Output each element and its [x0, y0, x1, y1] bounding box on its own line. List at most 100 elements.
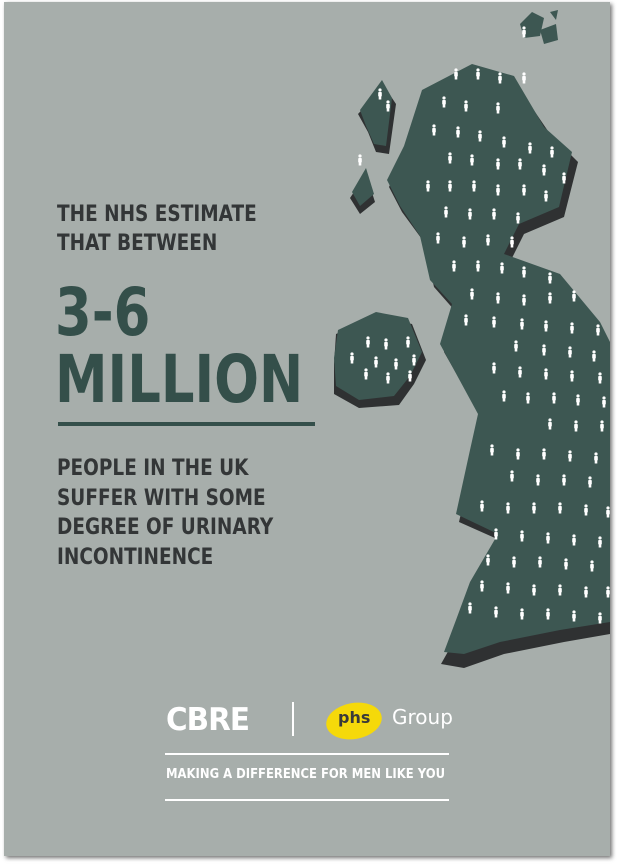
person-icon — [464, 100, 468, 112]
person-icon — [444, 206, 448, 218]
tagline-rule-top — [165, 753, 449, 755]
person-icon — [584, 504, 588, 516]
person-icon — [406, 336, 410, 348]
subtext-line-1: PEOPLE IN THE UK — [57, 456, 249, 481]
person-icon — [542, 164, 546, 176]
person-icon — [506, 582, 510, 594]
person-icon — [606, 506, 610, 518]
person-icon — [520, 608, 524, 620]
person-icon — [592, 350, 596, 362]
headline-line-1: THE NHS ESTIMATE — [57, 202, 257, 227]
subtext-line-3: DEGREE OF URINARY — [57, 515, 274, 540]
person-icon — [576, 394, 580, 406]
person-icon — [522, 266, 526, 278]
person-icon — [442, 96, 446, 108]
person-icon — [454, 68, 458, 80]
person-icon — [386, 100, 390, 112]
person-icon — [522, 72, 526, 84]
person-icon — [588, 476, 592, 488]
person-icon — [550, 146, 554, 158]
person-icon — [544, 190, 548, 202]
person-icon — [496, 292, 500, 304]
person-icon — [598, 612, 602, 624]
person-icon — [600, 420, 604, 432]
person-icon — [510, 236, 514, 248]
person-icon — [562, 172, 566, 184]
group-logo-text: Group — [392, 705, 453, 729]
person-icon — [590, 560, 594, 572]
person-icon — [522, 294, 526, 306]
person-icon — [564, 558, 568, 570]
headline-line-2: THAT BETWEEN — [57, 231, 218, 256]
subtext-line-4: INCONTINENCE — [57, 544, 214, 570]
person-icon — [544, 368, 548, 380]
map-land — [334, 10, 610, 654]
person-icon — [606, 586, 610, 598]
person-icon — [516, 212, 520, 224]
person-icon — [596, 324, 600, 336]
person-icon — [436, 232, 440, 244]
person-icon — [532, 584, 536, 596]
person-icon — [492, 362, 496, 374]
person-icon — [522, 26, 526, 38]
person-icon — [584, 586, 588, 598]
person-icon — [452, 260, 456, 272]
person-icon — [572, 610, 576, 622]
person-icon — [478, 130, 482, 142]
person-icon — [516, 448, 520, 460]
person-icon — [506, 502, 510, 514]
tagline: MAKING A DIFFERENCE FOR MEN LIKE YOU — [166, 766, 446, 782]
person-icon — [518, 158, 522, 170]
person-icon — [486, 554, 490, 566]
person-icon — [470, 288, 474, 300]
person-icon — [502, 136, 506, 148]
uk-map-illustration — [334, 10, 610, 668]
person-icon — [572, 534, 576, 546]
person-icon — [384, 338, 388, 350]
person-icon — [448, 180, 452, 192]
person-icon — [408, 370, 412, 382]
person-icon — [558, 502, 562, 514]
subtext: PEOPLE IN THE UK SUFFER WITH SOME DEGREE… — [57, 454, 273, 572]
person-icon — [548, 272, 552, 284]
person-icon — [494, 528, 498, 540]
figure-unit: MILLION — [55, 341, 304, 418]
person-icon — [470, 154, 474, 166]
person-icon — [494, 606, 498, 618]
figure-range: 3-6 — [55, 274, 151, 351]
person-icon — [500, 262, 504, 274]
person-icon — [570, 370, 574, 382]
person-icon — [456, 126, 460, 138]
divider-rule — [58, 422, 315, 426]
person-icon — [548, 292, 552, 304]
brochure-cover: THE NHS ESTIMATE THAT BETWEEN 3-6 MILLIO… — [4, 2, 610, 856]
person-icon — [468, 602, 472, 614]
person-icon — [498, 72, 502, 84]
phs-logo-text: phs — [338, 708, 370, 727]
person-icon — [532, 502, 536, 514]
person-icon — [480, 580, 484, 592]
person-icon — [594, 452, 598, 464]
person-icon — [546, 532, 550, 544]
person-icon — [598, 536, 602, 548]
people-icons — [350, 26, 610, 624]
person-icon — [514, 340, 518, 352]
headline: THE NHS ESTIMATE THAT BETWEEN — [57, 200, 257, 258]
person-icon — [510, 470, 514, 482]
person-icon — [432, 124, 436, 136]
person-icon — [570, 322, 574, 334]
person-icon — [502, 390, 506, 402]
person-icon — [496, 158, 500, 170]
subtext-line-2: SUFFER WITH SOME — [57, 485, 266, 511]
person-icon — [562, 474, 566, 486]
person-icon — [472, 180, 476, 192]
person-icon — [602, 396, 606, 408]
person-icon — [486, 234, 490, 246]
person-icon — [496, 184, 500, 196]
person-icon — [518, 366, 522, 378]
person-icon — [522, 184, 526, 196]
cbre-logo: CBRE — [166, 702, 250, 738]
person-icon — [558, 584, 562, 596]
person-icon — [546, 608, 550, 620]
person-icon — [464, 314, 468, 326]
